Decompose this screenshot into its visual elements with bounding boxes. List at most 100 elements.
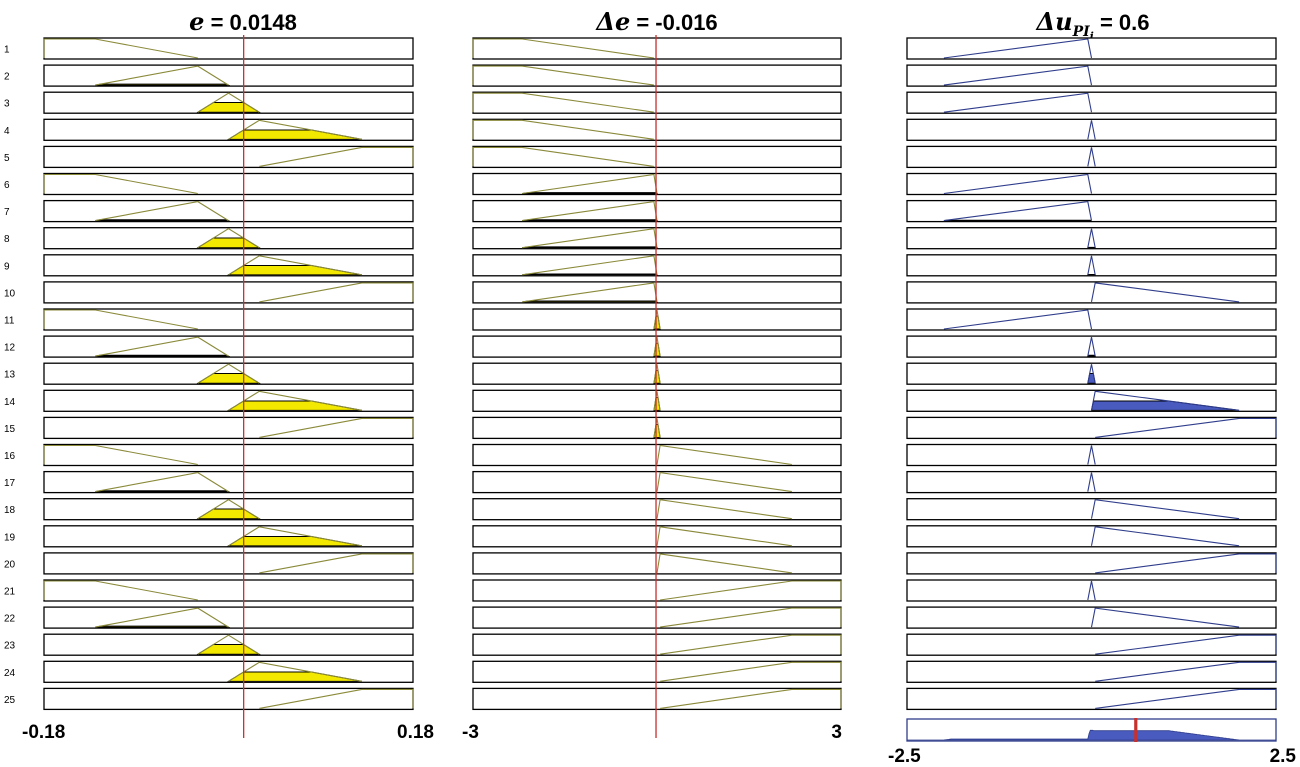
de-firing-area	[522, 246, 659, 249]
du-rule-row	[906, 470, 1277, 494]
e-firing-area	[95, 354, 231, 357]
du-rule-rows	[906, 37, 1277, 711]
e-membership-function	[197, 228, 260, 249]
de-rule-box	[472, 470, 842, 494]
de-membership-function	[472, 65, 654, 86]
du-membership-function	[1095, 553, 1277, 574]
e-rule-row	[43, 606, 414, 629]
e-membership-function	[95, 65, 229, 86]
de-rule-box	[472, 579, 842, 602]
rule-number: 19	[4, 532, 16, 543]
e-membership-function	[228, 255, 362, 276]
e-membership-function	[43, 444, 198, 466]
e-rule-row	[43, 227, 414, 250]
e-rule-row	[43, 254, 414, 277]
du-rule-row	[906, 389, 1277, 412]
de-firing-area	[522, 219, 659, 222]
rule-number: 24	[4, 668, 16, 679]
du-range-max: 2.5	[1270, 746, 1297, 767]
du-membership-function	[1095, 417, 1277, 438]
du-membership-function	[1095, 634, 1277, 655]
de-rule-row	[472, 552, 842, 575]
de-rule-row	[472, 308, 842, 331]
du-membership-function	[1087, 336, 1096, 357]
e-membership-function	[43, 580, 198, 601]
du-aggregate-area	[907, 729, 1276, 741]
e-rule-row	[43, 145, 414, 169]
du-rule-row	[906, 498, 1277, 521]
e-membership-function	[43, 173, 198, 195]
e-rule-row	[43, 64, 414, 87]
de-rule-row	[472, 362, 842, 385]
du-rule-row	[906, 64, 1277, 87]
e-rule-box	[43, 281, 414, 304]
de-rule-box	[472, 254, 842, 277]
e-membership-function	[43, 38, 198, 59]
du-membership-function	[943, 200, 1093, 222]
du-value-text: = 0.6	[1094, 10, 1150, 35]
e-rule-row	[43, 687, 414, 711]
de-panel-title: Δe = -0.016	[595, 7, 717, 36]
e-rule-box	[43, 118, 414, 141]
de-rule-box	[472, 660, 842, 683]
e-rule-row	[43, 470, 414, 494]
e-membership-function	[95, 336, 229, 357]
du-membership-function	[1090, 499, 1240, 520]
du-rule-box	[906, 308, 1277, 331]
du-rule-row	[906, 633, 1277, 656]
du-rule-box	[906, 335, 1277, 358]
de-rule-row	[472, 525, 842, 548]
de-membership-function	[472, 146, 654, 167]
de-var-symbol: Δe	[595, 7, 630, 36]
du-rule-row	[906, 91, 1277, 114]
rule-number: 8	[4, 234, 10, 245]
rule-number: 15	[4, 424, 16, 435]
de-rule-row	[472, 687, 842, 711]
de-rule-row	[472, 37, 842, 60]
e-membership-function	[228, 661, 362, 682]
e-rule-box	[43, 389, 414, 412]
e-range-min: -0.18	[22, 722, 65, 743]
rule-number: 4	[4, 126, 10, 137]
du-membership-function	[943, 38, 1093, 59]
de-rule-row	[472, 443, 842, 467]
rule-number: 5	[4, 153, 10, 164]
e-rule-box	[43, 64, 414, 87]
e-rule-box	[43, 443, 414, 467]
e-membership-function	[259, 146, 414, 167]
rule-number: 7	[4, 207, 10, 218]
e-membership-function	[259, 688, 414, 709]
du-panel-title: ΔuPIi = 0.6	[1036, 7, 1150, 43]
e-rule-box	[43, 37, 414, 60]
e-rule-row	[43, 199, 414, 223]
du-output-panel[interactable]: ΔuPIi = 0.6 -2.5 2.5	[888, 7, 1296, 767]
rule-number: 25	[4, 695, 16, 706]
e-rule-box	[43, 145, 414, 169]
e-membership-function	[43, 309, 198, 330]
du-rule-row	[906, 579, 1277, 602]
de-firing-area	[522, 300, 659, 303]
rule-number: 21	[4, 587, 16, 598]
rule-number: 22	[4, 614, 16, 625]
e-rule-row	[43, 91, 414, 114]
de-rule-box	[472, 145, 842, 169]
de-membership-function	[656, 526, 792, 547]
de-membership-function	[653, 337, 661, 357]
du-membership-function	[1087, 580, 1096, 601]
du-rule-row	[906, 362, 1277, 385]
e-rule-box	[43, 552, 414, 575]
de-input-panel[interactable]: Δe = -0.016 -3 3	[462, 7, 842, 743]
de-rule-box	[472, 37, 842, 60]
e-firing-area	[95, 83, 231, 86]
du-rule-row	[906, 443, 1277, 467]
e-rule-row	[43, 633, 414, 656]
de-membership-function	[660, 634, 842, 655]
e-rule-box	[43, 470, 414, 494]
e-rule-rows	[43, 35, 414, 738]
e-input-panel[interactable]: e = 0.0148 -0.18 0.18	[22, 7, 434, 743]
du-membership-function	[1095, 661, 1277, 682]
e-membership-function	[228, 119, 362, 140]
de-rule-row	[472, 254, 842, 277]
de-membership-function	[656, 553, 792, 574]
de-rule-box	[472, 443, 842, 467]
